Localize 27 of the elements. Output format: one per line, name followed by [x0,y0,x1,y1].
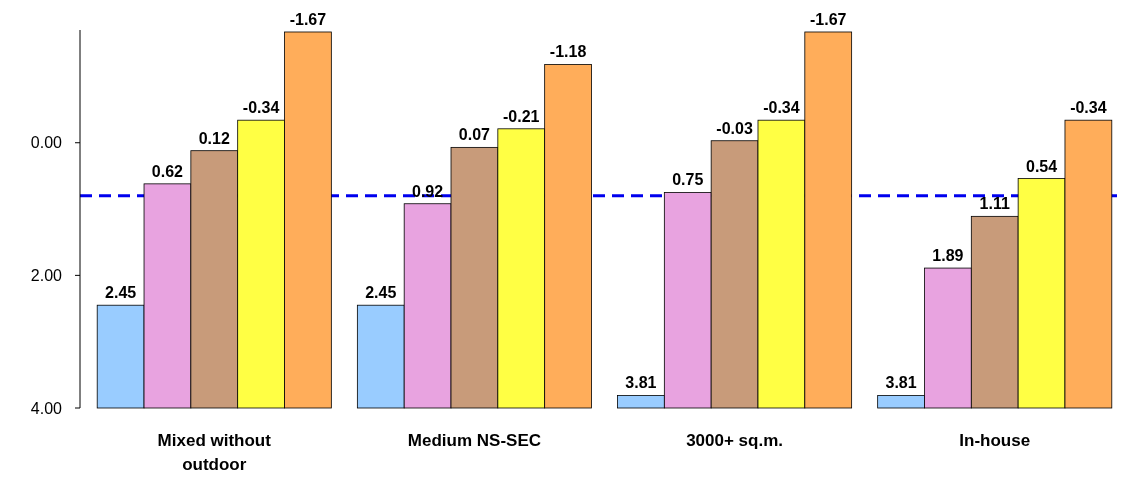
data-label: 0.92 [412,182,444,200]
data-label: 1.89 [932,247,964,265]
y-tick-label: 0.00 [30,134,63,152]
data-label: -0.34 [1070,99,1107,117]
data-label: -1.67 [289,10,327,28]
x-tick-label: Mixed without outdoor [157,431,272,474]
data-label: -0.03 [716,119,753,137]
data-label: 3.81 [625,374,657,392]
y-tick-label: 2.00 [30,266,63,284]
data-label: 2.45 [365,284,397,302]
data-label: -0.34 [763,99,800,117]
x-tick-label: Medium NS-SEC [407,431,542,450]
x-tick-label: In-house [959,431,1031,450]
data-label: 0.75 [672,171,704,189]
data-label: 3.81 [885,374,917,392]
data-label: -1.67 [810,10,847,28]
data-label: -0.21 [503,107,540,125]
data-label: 0.07 [458,126,491,144]
data-label: 2.45 [105,284,137,302]
data-label: 1.11 [979,195,1010,213]
y-tick-label: 4.00 [30,399,63,417]
data-label: -0.34 [242,99,280,117]
data-label: 0.62 [151,162,184,180]
x-tick-label: 3000+ sq.m. [686,431,784,450]
data-label: 0.54 [1025,157,1058,175]
data-label: -1.18 [549,43,587,61]
data-label: 0.12 [198,129,230,147]
